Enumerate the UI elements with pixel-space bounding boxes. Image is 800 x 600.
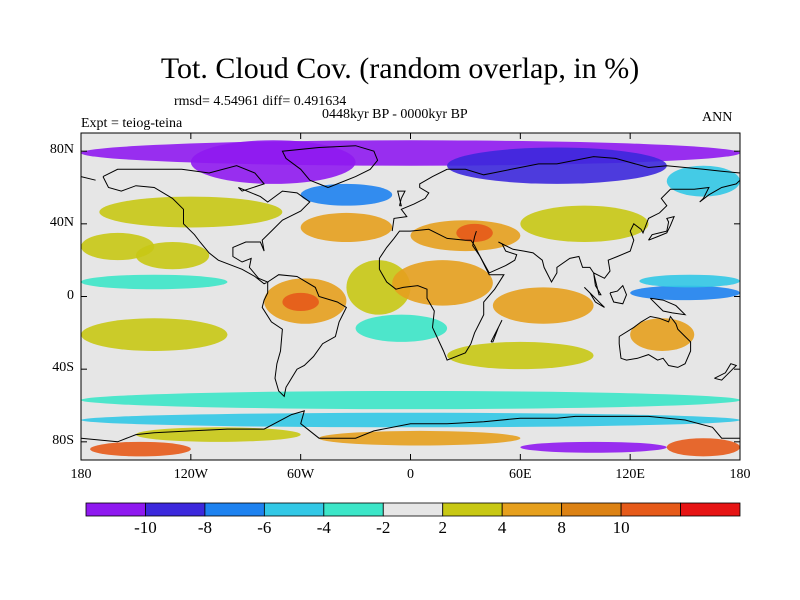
x-tick-label: 120E [615,467,645,482]
colorbar-label: 2 [438,518,447,537]
colorbar-swatch-5 [382,502,444,517]
colorbar-swatch-10 [680,502,741,517]
anomaly-region-south-atlantic-teal [355,314,448,342]
anomaly-region-west-pacific-teal [639,274,740,288]
stats-label: rmsd= 4.54961 diff= 0.491634 [174,94,347,109]
x-tick-label: 180 [729,467,751,482]
colorbar-swatch-0 [85,502,146,517]
anomaly-region-australia-orange [630,318,695,351]
coastline-4 [391,156,740,232]
anomaly-region-pacific-equatorial-teal [81,274,228,290]
coastline-layer [81,145,740,443]
coastline-15 [81,410,740,443]
anomaly-region-antarctic-east-red [666,438,740,457]
x-tick-label: 60W [287,467,315,482]
anomaly-region-antarctic-purple [520,441,667,453]
anomaly-region-north-pacific-teal [666,165,740,197]
anomaly-region-west-pacific-blue [630,285,740,301]
coastline-1 [261,274,348,398]
colorbar-swatch-4 [323,502,384,517]
anomaly-region-antarctic-red [90,441,191,457]
y-tick-label: 40N [49,214,74,230]
colorbar-swatch-1 [145,502,206,517]
colorbar-swatch-8 [561,502,622,517]
experiment-label: Expt = teiog-teina [81,116,183,131]
anomaly-region-mediterranean-red [456,223,493,243]
x-tick-label: 180 [70,467,92,482]
coastline-6 [472,179,740,296]
anomaly-region-pacific-subtrop-yellow [81,232,155,261]
anomaly-region-na-midlat-yellow [99,196,283,228]
coastline-11 [609,284,628,305]
coastline-0 [102,165,311,285]
coastline-8 [648,215,675,241]
x-tick-label: 120W [173,467,208,482]
colorbar-label: -2 [376,518,391,537]
period-label: 0448kyr BP - 0000kyr BP [322,107,468,122]
colorbar-label: 4 [497,518,507,537]
colorbar-label: 8 [557,518,566,537]
colorbar-label: -6 [257,518,272,537]
y-tick-label: 40S [52,360,74,376]
anomaly-region-antarctic-yellow [135,427,301,442]
colorbar-label: -4 [316,518,331,537]
anomaly-region-asia-midlat-yellow [520,205,649,242]
anomaly-region-east-pacific-subtrop-yellow [135,242,210,270]
coastline-5 [81,176,96,181]
colorbar-label: -10 [134,518,157,537]
coastline-7 [397,190,406,207]
anomaly-region-amazon-red [282,292,319,312]
coastline-3 [378,228,505,361]
colorbar-swatch-2 [204,502,265,517]
y-tick-label: 80N [49,142,74,158]
coastline-9 [618,315,692,368]
axis-ticks [80,133,741,460]
colorbar-label: -8 [197,518,212,537]
anomaly-field [81,140,740,457]
y-tick-label: 0 [67,287,74,303]
colorbar-swatch-9 [620,502,681,517]
anomaly-region-eurasia-north [447,147,667,184]
coastline-10 [584,287,605,308]
anomaly-region-southern-ocean-teal [81,390,740,410]
anomaly-region-atlantic-midlat-orange [300,212,393,242]
colorbar-swatch-3 [263,502,325,517]
anomaly-region-antarctic-orange [318,430,521,446]
coastline-13 [714,363,738,381]
colorbar-swatch-7 [501,502,563,517]
coastline-12 [649,297,687,316]
colorbar-label: 10 [612,518,630,537]
colorbar [85,502,741,517]
anomaly-region-greenland-arctic [190,140,356,184]
anomaly-region-indian-ocean-orange [492,287,594,324]
anomaly-region-tropical-atlantic-yellow [346,260,411,315]
coastline-2 [281,145,379,188]
anomaly-region-antarctic-coast-blue [81,412,740,428]
coastline-14 [490,319,503,343]
x-tick-label: 60E [509,467,532,482]
colorbar-swatch-6 [442,502,503,517]
y-tick-label: 80S [52,432,74,448]
anomaly-region-north-atlantic-blue [300,183,393,206]
anomaly-region-south-pacific-yellow [81,318,228,351]
season-label: ANN [702,110,733,125]
figure-title: Tot. Cloud Cov. (random overlap, in %) [160,52,640,85]
anomaly-region-africa-orange [392,260,493,306]
x-tick-label: 0 [407,467,414,482]
anomaly-region-south-indian-yellow [447,341,594,370]
